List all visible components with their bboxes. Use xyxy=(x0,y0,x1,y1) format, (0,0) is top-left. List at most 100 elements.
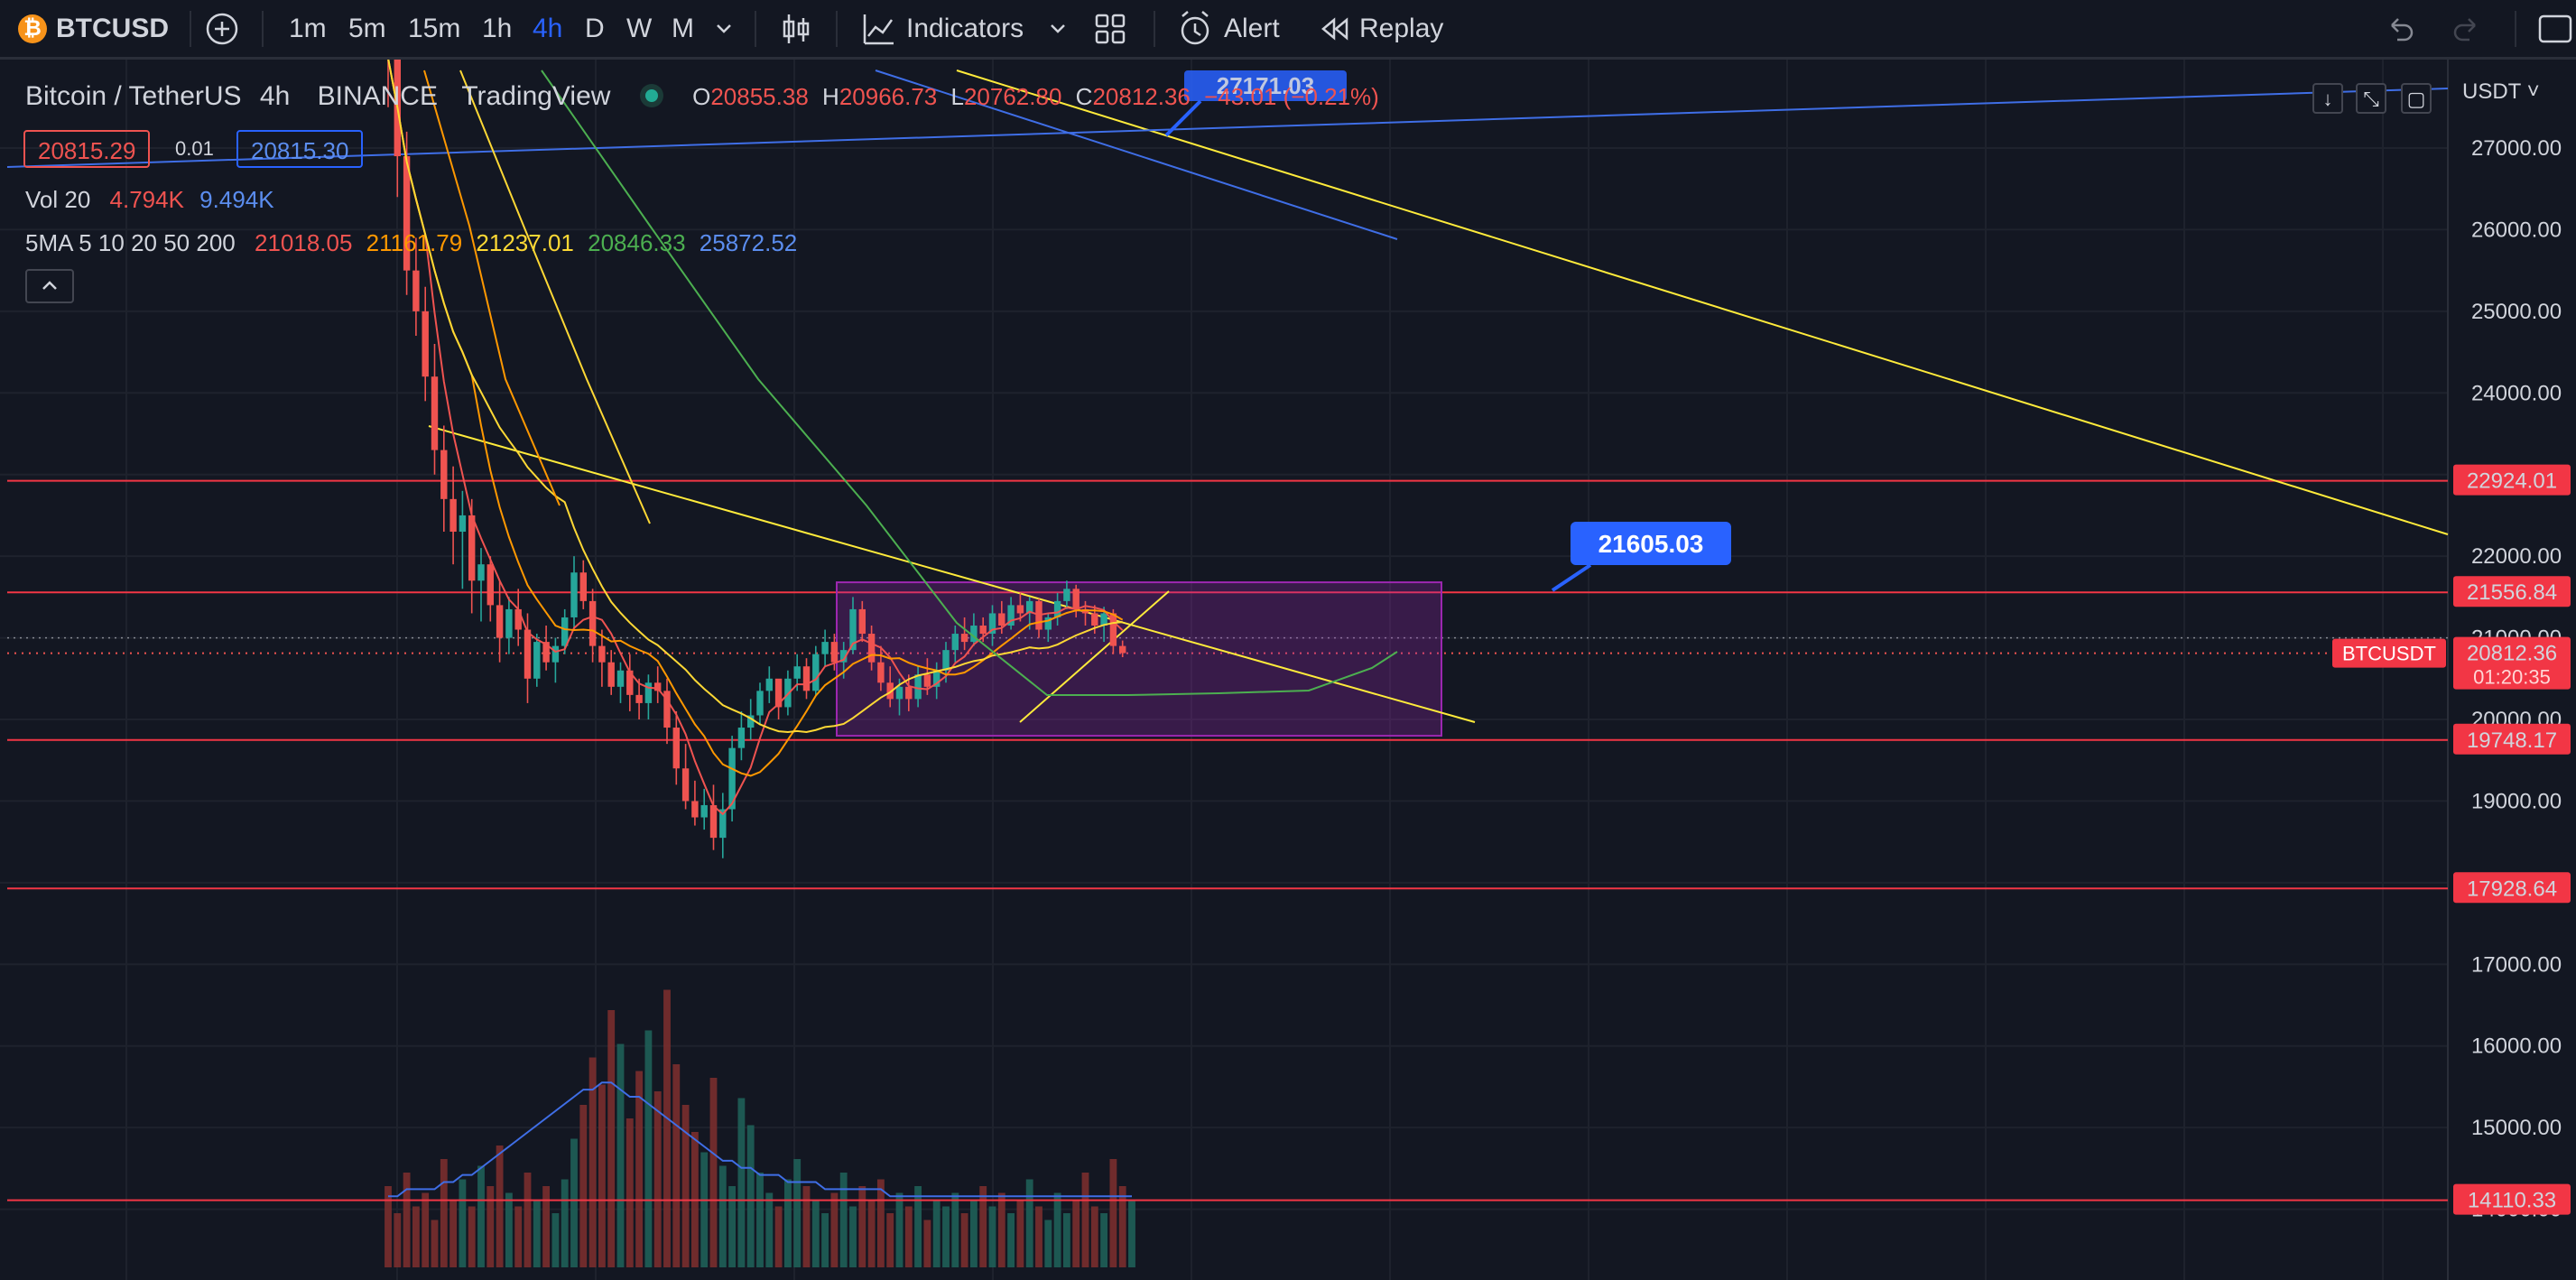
volume-bar xyxy=(709,1078,718,1267)
volume-bar xyxy=(403,1173,411,1267)
symbol-title[interactable]: Bitcoin / TetherUS xyxy=(25,81,242,111)
volume-bar xyxy=(635,1071,644,1267)
scroll-down-icon[interactable]: ↓ xyxy=(2312,83,2343,114)
candle-body xyxy=(839,650,848,663)
toolbar-divider xyxy=(2515,11,2516,47)
volume-bar xyxy=(570,1138,578,1267)
replay-button[interactable]: Replay xyxy=(1359,14,1444,43)
candle xyxy=(533,634,541,687)
collapse-legend-button[interactable] xyxy=(25,269,74,303)
ma-10-line-ext xyxy=(423,70,561,506)
chevron-up-icon xyxy=(42,281,57,290)
indicators-button[interactable]: Indicators xyxy=(906,14,1024,43)
candle xyxy=(756,682,764,724)
redo-icon[interactable] xyxy=(2451,0,2484,58)
candle-body xyxy=(440,450,448,499)
candle-body xyxy=(1063,589,1070,601)
trend-line xyxy=(428,425,1476,723)
currency-selector[interactable]: USDT ˅ xyxy=(2462,79,2540,104)
candle xyxy=(1044,613,1052,643)
volume-bar xyxy=(1053,1192,1061,1267)
bitcoin-icon[interactable]: ₿ xyxy=(18,14,47,43)
candle-body xyxy=(1044,617,1052,630)
interval-1h[interactable]: 1h xyxy=(482,14,513,43)
volume-bar xyxy=(598,1084,606,1267)
legend-title-row: Bitcoin / TetherUS 4h BINANCE TradingVie… xyxy=(25,81,1379,112)
candle-body xyxy=(431,376,439,450)
trend-line xyxy=(1019,590,1170,723)
volume-bar xyxy=(923,1220,931,1267)
buy-price-box[interactable]: 20815.30 xyxy=(236,130,364,168)
ma-20-line xyxy=(387,60,1123,734)
volume-bar xyxy=(616,1043,625,1267)
volume-bar xyxy=(468,1206,476,1267)
candle-body xyxy=(979,626,987,635)
candle-body xyxy=(821,642,829,654)
interval-15m[interactable]: 15m xyxy=(408,14,461,43)
hline-axis-label: 21556.84 xyxy=(2453,576,2571,608)
indicators-icon[interactable] xyxy=(861,0,897,58)
candle-body xyxy=(505,608,513,638)
volume-bar xyxy=(486,1186,495,1267)
volume-bar xyxy=(737,1098,746,1267)
volume-bar xyxy=(551,1213,560,1267)
moving-averages-layer xyxy=(387,60,1398,816)
candle xyxy=(681,744,690,810)
legend-interval[interactable]: 4h xyxy=(259,81,291,111)
volume-bar xyxy=(431,1220,439,1267)
volume-bar xyxy=(942,1206,950,1267)
callout-bg xyxy=(1184,70,1347,101)
toolbar-divider xyxy=(190,11,191,47)
layout-grid-icon[interactable] xyxy=(1094,0,1126,58)
replay-icon[interactable] xyxy=(1318,0,1350,58)
volume-bar xyxy=(700,1152,709,1267)
interval-5m[interactable]: 5m xyxy=(348,14,386,43)
candle xyxy=(514,589,522,646)
maximize-icon[interactable]: ▢ xyxy=(2401,83,2432,114)
candle xyxy=(1016,592,1024,622)
candle xyxy=(468,498,476,614)
volume-bar xyxy=(533,1200,541,1267)
candle xyxy=(960,617,968,651)
interval-1m[interactable]: 1m xyxy=(289,14,327,43)
candle-body xyxy=(923,674,931,687)
hline-axis-label: 14110.33 xyxy=(2453,1183,2571,1215)
blue-trend-line xyxy=(875,70,1398,240)
alert-button[interactable]: Alert xyxy=(1224,14,1280,43)
candle xyxy=(877,645,885,691)
chevron-down-icon[interactable] xyxy=(713,0,735,58)
add-symbol-icon[interactable] xyxy=(204,0,240,58)
interval-w[interactable]: W xyxy=(626,14,653,43)
interval-m[interactable]: M xyxy=(672,14,694,43)
sell-price-box[interactable]: 20815.29 xyxy=(23,130,151,168)
symbol-name[interactable]: BTCUSD xyxy=(56,14,169,43)
hline-label-text: 19748.17 xyxy=(2467,728,2557,753)
candle xyxy=(477,548,485,622)
volume-bar xyxy=(839,1173,848,1267)
volume-bar xyxy=(1035,1206,1042,1267)
volume-ma-layer xyxy=(388,1081,1132,1198)
candle xyxy=(1118,640,1126,658)
candle xyxy=(914,666,922,708)
collapse-icon[interactable]: ⤡ xyxy=(2356,83,2386,114)
candles-icon[interactable] xyxy=(780,0,812,58)
price-chart[interactable]: 22924.01 21556.84 19748.17 17928.64 14110.33… xyxy=(0,60,2576,1280)
candle xyxy=(988,605,996,646)
candle-body xyxy=(988,613,996,635)
alert-icon[interactable] xyxy=(1175,0,1215,58)
interval-4h[interactable]: 4h xyxy=(533,14,563,43)
volume-bar xyxy=(1100,1213,1108,1267)
volume-bar xyxy=(783,1179,792,1267)
volume-bar xyxy=(1016,1200,1024,1267)
undo-icon[interactable] xyxy=(2383,0,2415,58)
interval-d[interactable]: D xyxy=(585,14,605,43)
market-status-icon[interactable] xyxy=(644,89,658,102)
candle-body xyxy=(932,670,941,687)
price-tick-label: 16000.00 xyxy=(2471,1034,2562,1059)
volume-bar xyxy=(951,1192,959,1267)
fullscreen-icon[interactable] xyxy=(2536,0,2572,58)
chevron-down-icon[interactable] xyxy=(1047,0,1069,58)
current-price-bg xyxy=(2453,636,2571,690)
candle xyxy=(459,490,467,589)
volume-ma-line xyxy=(388,1081,1132,1198)
